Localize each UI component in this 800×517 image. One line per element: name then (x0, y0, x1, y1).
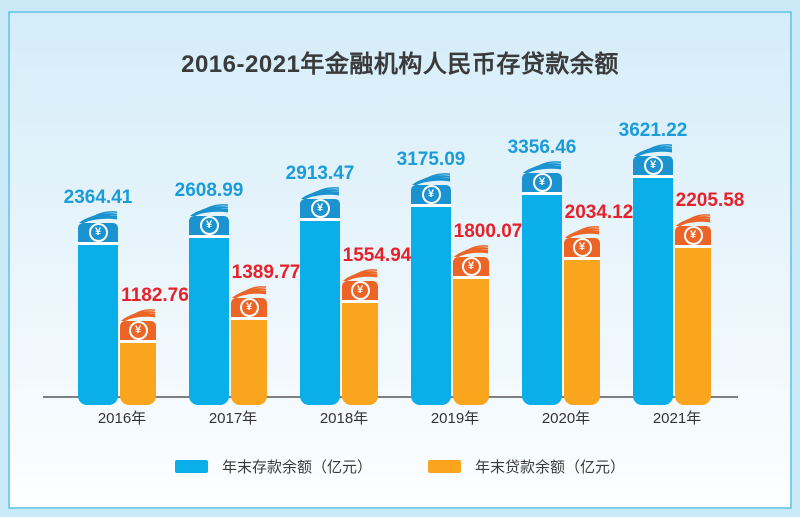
deposit-bar-body (522, 195, 562, 405)
deposit-bar-body (189, 238, 229, 405)
legend-item-loan: 年末贷款余额（亿元） (428, 456, 625, 477)
yuan-coin-icon: ¥ (128, 321, 148, 340)
loan-value-label-2018: 1554.94 (342, 245, 412, 266)
yuan-coin-icon: ¥ (239, 298, 259, 317)
yuan-coin-icon: ¥ (88, 223, 108, 242)
loan-swatch (428, 460, 461, 473)
loan-bar-body (453, 279, 489, 405)
page-flip-decoration (120, 309, 156, 321)
page-flip-decoration (523, 161, 561, 173)
page-flip-decoration (453, 245, 489, 257)
loan-bar-body (675, 248, 711, 405)
loan-value-label-2017: 1389.77 (231, 262, 301, 283)
page-flip-decoration (190, 204, 228, 216)
page-flip-decoration (634, 144, 672, 156)
loan-bar-2017: ¥ (231, 285, 267, 405)
x-axis-label-2016: 2016年 (97, 410, 147, 427)
loan-bar-cap: ¥ (564, 238, 600, 260)
x-axis-label-2018: 2018年 (319, 410, 369, 427)
deposit-value-label-2019: 3175.09 (396, 149, 466, 170)
chart-title: 2016-2021年金融机构人民币存贷款余额 (181, 51, 619, 78)
loan-bar-2016: ¥ (120, 308, 156, 405)
deposit-bar-cap: ¥ (633, 156, 673, 178)
x-axis-label-2020: 2020年 (541, 410, 591, 427)
yuan-coin-icon: ¥ (532, 173, 552, 192)
loan-bar-2018: ¥ (342, 268, 378, 405)
yuan-coin-icon: ¥ (421, 185, 441, 204)
loan-value-label-2021: 2205.58 (675, 190, 745, 211)
loan-bar-cap: ¥ (120, 321, 156, 343)
loan-bar-body (342, 303, 378, 405)
yuan-coin-icon: ¥ (461, 257, 481, 276)
deposit-bar-body (633, 178, 673, 405)
page-flip-decoration (231, 286, 267, 298)
deposit-bar-2020: ¥ (522, 160, 562, 405)
deposit-bar-cap: ¥ (78, 223, 118, 245)
deposit-bar-body (300, 221, 340, 405)
x-axis-label-2021: 2021年 (652, 410, 702, 427)
deposit-bar-cap: ¥ (189, 216, 229, 238)
x-axis-label-2019: 2019年 (430, 410, 480, 427)
loan-bar-cap: ¥ (675, 226, 711, 248)
loan-bar-2021: ¥ (675, 213, 711, 405)
yuan-coin-icon: ¥ (199, 216, 219, 235)
page-flip-decoration (675, 214, 711, 226)
deposit-bar-body (411, 207, 451, 405)
loan-bar-body (120, 343, 156, 405)
yuan-coin-icon: ¥ (683, 226, 703, 245)
deposit-value-label-2017: 2608.99 (174, 180, 244, 201)
page-flip-decoration (412, 173, 450, 185)
loan-value-label-2019: 1800.07 (453, 221, 523, 242)
loan-value-label-2020: 2034.12 (564, 202, 634, 223)
x-axis-line (43, 396, 738, 398)
deposit-value-label-2020: 3356.46 (507, 137, 577, 158)
loan-bar-body (564, 260, 600, 405)
deposit-bar-body (78, 245, 118, 405)
deposit-swatch (174, 460, 208, 473)
page-flip-decoration (79, 211, 117, 223)
yuan-coin-icon: ¥ (350, 281, 370, 300)
deposit-bar-2021: ¥ (633, 143, 673, 405)
loan-bar-cap: ¥ (453, 257, 489, 279)
loan-value-label-2016: 1182.76 (121, 285, 189, 306)
page-flip-decoration (342, 269, 378, 281)
deposit-bar-cap: ¥ (300, 199, 340, 221)
deposit-bar-cap: ¥ (411, 185, 451, 207)
deposit-legend-label: 年末存款余额（亿元） (221, 459, 372, 476)
loan-bar-cap: ¥ (231, 298, 267, 320)
deposit-bar-2019: ¥ (411, 172, 451, 405)
loan-bar-2020: ¥ (564, 225, 600, 405)
deposit-bar-cap: ¥ (522, 173, 562, 195)
yuan-coin-icon: ¥ (572, 238, 592, 257)
loan-legend-label: 年末贷款余额（亿元） (475, 459, 626, 476)
yuan-coin-icon: ¥ (310, 199, 330, 218)
deposit-bar-2016: ¥ (78, 210, 118, 405)
loan-bar-body (231, 320, 267, 405)
page-flip-decoration (564, 226, 600, 238)
deposit-bar-2017: ¥ (189, 203, 229, 405)
legend: 年末存款余额（亿元） 年末贷款余额（亿元） (0, 456, 800, 477)
loan-bar-cap: ¥ (342, 281, 378, 303)
deposit-value-label-2021: 3621.22 (618, 120, 688, 141)
deposit-value-label-2016: 2364.41 (63, 187, 133, 208)
deposit-bar-2018: ¥ (300, 186, 340, 405)
legend-item-deposit: 年末存款余额（亿元） (174, 456, 372, 477)
page-flip-decoration (301, 187, 339, 199)
loan-bar-2019: ¥ (453, 244, 489, 405)
deposit-value-label-2018: 2913.47 (285, 163, 355, 184)
yuan-coin-icon: ¥ (643, 156, 663, 175)
x-axis-label-2017: 2017年 (208, 410, 258, 427)
